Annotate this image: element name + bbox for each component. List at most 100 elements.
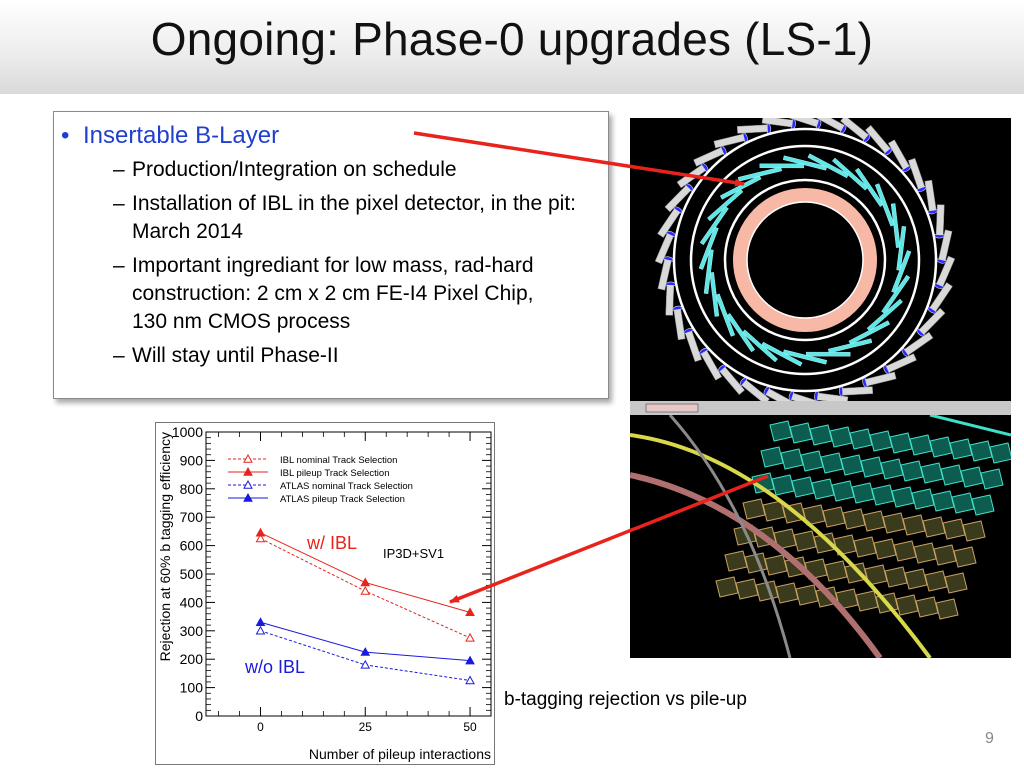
barrel-cell	[862, 510, 886, 532]
barrel-cell	[871, 484, 895, 506]
slide-title: Ongoing: Phase-0 upgrades (LS-1)	[150, 13, 874, 65]
y-tick-label: 900	[180, 452, 204, 468]
bullet-main-text: Insertable B-Layer	[83, 122, 280, 149]
data-point	[255, 617, 266, 626]
x-tick-label: 50	[463, 720, 477, 734]
barrel-cell	[924, 570, 948, 592]
outer-stave	[935, 229, 953, 264]
barrel-cell	[822, 506, 846, 528]
data-point	[360, 647, 371, 656]
middle-stave	[709, 272, 720, 317]
middle-stave	[832, 157, 869, 191]
y-tick-label: 1000	[172, 424, 203, 440]
middle-stave	[874, 183, 895, 227]
annotation-with-ibl: w/ IBL	[306, 533, 357, 553]
middle-stave	[881, 274, 911, 314]
barrel-cell	[913, 542, 937, 564]
bullet-main: • Insertable B-Layer	[61, 122, 598, 150]
x-axis-label: Number of pileup interactions	[309, 746, 491, 762]
barrel-cell	[880, 458, 904, 480]
barrel-cell	[940, 464, 964, 486]
barrel-cell	[831, 480, 855, 502]
middle-stave	[807, 153, 849, 179]
legend-swatch-marker	[243, 492, 253, 502]
middle-stave	[698, 226, 719, 270]
barrel-cell	[760, 446, 784, 468]
barrel-cell	[922, 516, 946, 538]
barrel-cell	[791, 476, 815, 498]
series-3	[255, 617, 475, 665]
barrel-cell	[789, 422, 813, 444]
y-tick-label: 200	[180, 651, 204, 667]
barrel-cell	[829, 426, 853, 448]
y-tick-label: 300	[180, 623, 204, 639]
outer-stave	[717, 364, 745, 395]
data-point	[465, 655, 475, 665]
barrel-cell	[724, 550, 748, 572]
data-point	[360, 577, 371, 587]
middle-stave	[866, 298, 903, 332]
y-tick-label: 700	[180, 509, 204, 525]
barrel-cell	[840, 454, 864, 476]
y-tick-label: 0	[195, 708, 203, 724]
y-tick-label: 400	[180, 594, 204, 610]
y-tick-label: 600	[180, 538, 204, 554]
barrel-cell	[735, 578, 759, 600]
middle-stave	[782, 349, 828, 365]
middle-stave	[782, 155, 828, 171]
barrel-cell	[824, 560, 848, 582]
barrel-cell	[929, 436, 953, 458]
middle-stave	[759, 163, 804, 169]
legend-entry: ATLAS pileup Track Selection	[280, 494, 405, 505]
barrel-cell	[960, 466, 984, 488]
y-axis-label: Rejection at 60% b tagging efficiency	[157, 432, 173, 661]
barrel-cell	[793, 530, 817, 552]
middle-stave	[703, 249, 714, 294]
data-point	[465, 632, 475, 642]
series-line	[260, 532, 471, 613]
data-point	[255, 625, 266, 635]
outer-stave	[932, 204, 946, 239]
colorbar-strip	[630, 401, 1011, 415]
legend-swatch-marker	[243, 466, 253, 476]
barrel-cell	[842, 508, 866, 530]
btag-rejection-chart: 0 100 200 300 400 500 600 700 800 900 1000 0 25 50 Num…	[155, 422, 495, 765]
barrel-cell	[969, 440, 993, 462]
barrel-cell	[764, 554, 788, 576]
barrel-cell	[820, 452, 844, 474]
barrel-cell	[873, 538, 897, 560]
middle-stave	[890, 203, 901, 248]
barrel-cell	[884, 566, 908, 588]
legend-entry: IBL pileup Track Selection	[280, 468, 390, 479]
y-tick-label: 800	[180, 481, 204, 497]
sub-bullet: – Installation of IBL in the pixel detec…	[113, 192, 576, 243]
outer-stave	[865, 125, 893, 156]
middle-stave	[707, 188, 744, 222]
barrel-cell	[775, 582, 799, 604]
outer-stave	[682, 328, 702, 363]
barrel-cell	[715, 576, 739, 598]
barrel-cell	[860, 456, 884, 478]
barrel-cell	[902, 514, 926, 536]
ibl-barrel-image	[629, 413, 1013, 660]
y-tick-label: 100	[180, 680, 204, 696]
barrel-cell	[889, 432, 913, 454]
bullet-dot: •	[61, 122, 70, 149]
barrel-cell	[933, 544, 957, 566]
barrel-cell	[853, 536, 877, 558]
barrel-cell	[811, 478, 835, 500]
barrel-cell	[893, 540, 917, 562]
barrel-cell	[742, 498, 766, 520]
x-tick-label: 0	[257, 720, 264, 734]
sub-bullet-text: Installation of IBL in the pixel detecto…	[132, 192, 576, 243]
legend-swatch-marker	[243, 453, 253, 463]
barrel-cell	[909, 434, 933, 456]
middle-stave	[806, 351, 851, 357]
data-point	[465, 607, 475, 617]
data-point	[465, 675, 475, 685]
barrel-cell	[931, 490, 955, 512]
outer-stave	[713, 131, 748, 149]
middle-stave	[726, 313, 756, 353]
data-point	[255, 533, 266, 543]
outer-stave	[908, 157, 928, 192]
